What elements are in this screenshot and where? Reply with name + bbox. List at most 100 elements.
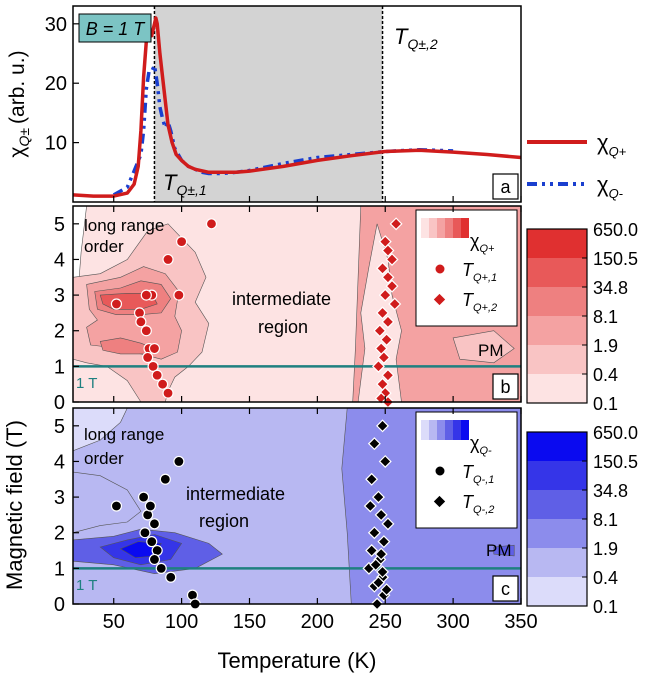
t1-marker (142, 351, 154, 364)
panel-c-pm-label: PM (486, 541, 512, 560)
panel-c-legend-t2: TQ-,2 (462, 492, 494, 516)
panel-b-legend-t2: TQ+,2 (462, 290, 497, 314)
legend-swatch-step (453, 420, 461, 440)
colorbar-tick-label: 650.0 (593, 423, 638, 443)
t1-marker (173, 455, 185, 468)
legend-swatch-step (461, 218, 469, 238)
t1-marker (148, 342, 161, 355)
t1-marker (162, 387, 174, 399)
colorbar-step (527, 287, 587, 316)
panel-c-legend-t2-marker (432, 494, 447, 509)
y-tick-label: 1 (54, 558, 65, 580)
legend-swatch-step (437, 218, 445, 238)
t1-marker (151, 369, 163, 381)
y-tick-label: 2 (54, 523, 65, 545)
colorbar-tick-label: 34.8 (593, 278, 628, 298)
panel-c-tag: c (492, 575, 519, 602)
panel-c-y-ticks: 0 1 2 3 4 5 (54, 408, 522, 616)
legend-swatch-step (445, 420, 453, 440)
colorbar-tick-label: 150.5 (593, 249, 638, 269)
panel-b-1t-label: 1 T (76, 375, 97, 392)
panel-b-intermediate-label: intermediate (232, 289, 331, 309)
panel-a-ylabel: χQ±(arb. u.) (6, 50, 32, 157)
t2-marker (374, 508, 388, 522)
colorbar-step (527, 461, 587, 490)
panel-c-legend-t1-marker (434, 465, 446, 477)
t2-marker (385, 252, 399, 266)
y-tick-label: 1 (54, 356, 65, 378)
colorbar-step (527, 374, 587, 403)
colorbar-step (527, 490, 587, 519)
t2-marker (365, 472, 379, 486)
colorbar-tick-label: 0.4 (593, 365, 618, 385)
legend-swatch-step (429, 420, 437, 440)
legend-q-plus-label: χQ+ (597, 130, 627, 159)
t2-marker (373, 324, 387, 338)
panel-a-y-ticks: 10 20 30 (45, 14, 522, 202)
shared-y-label: Magnetic field (T) (2, 420, 27, 590)
panel-b-legend-t2-marker (432, 292, 447, 307)
t2-marker (365, 544, 379, 558)
t2-marker (378, 288, 392, 302)
legend-swatch-step (429, 218, 437, 238)
t2-marker (371, 490, 385, 504)
contour-pm-island (452, 330, 515, 364)
panel-a-frame (72, 5, 522, 203)
x-tick-label: 200 (301, 611, 334, 633)
legend-swatch-step (421, 420, 429, 440)
colorbar-tick-label: 150.5 (593, 452, 638, 472)
colorbar-tick-label: 8.1 (593, 510, 618, 530)
t1-marker (148, 518, 161, 530)
panel-b-frame (72, 205, 522, 403)
panel-c-legend-map: χQ- (470, 433, 492, 457)
panel-b-order-label: order (84, 237, 124, 256)
svg-text:b: b (500, 377, 510, 397)
y-tick-label: 5 (54, 214, 65, 236)
panel-c-colorbar: 650.0 150.5 34.8 8.1 1.9 0.4 0.1 (526, 423, 638, 617)
colorbar-step (527, 577, 587, 606)
t2-marker (381, 270, 395, 284)
t1-marker (140, 325, 152, 337)
t2-marker (376, 261, 390, 275)
t2-marker (363, 499, 377, 513)
y-tick-label: 3 (54, 285, 65, 307)
t1-marker (137, 491, 150, 503)
shaded-intermediate-region (154, 6, 383, 202)
t1-marker (162, 253, 174, 266)
panel-c: long range order intermediate region PM … (54, 407, 538, 633)
t1-marker (205, 218, 218, 230)
y-tick-label: 10 (45, 133, 67, 155)
svg-text:c: c (501, 579, 510, 599)
x-tick-label: 100 (165, 611, 198, 633)
colorbar-tick-label: 650.0 (593, 220, 638, 240)
y-tick-label: 0 (54, 594, 65, 616)
panel-b-legend-box: χQ+ TQ+,1 TQ+,2 (415, 209, 518, 327)
field-box-label: B = 1 T (86, 19, 147, 39)
y-tick-label: 20 (45, 73, 67, 95)
t2-marker (371, 359, 385, 373)
t2-marker (378, 454, 392, 468)
t2-marker (381, 315, 395, 329)
t2-marker (367, 437, 381, 451)
t2-marker (381, 517, 395, 531)
colorbar-tick-label: 1.9 (593, 336, 618, 356)
t1-marker (135, 316, 147, 328)
legend-swatch-step (445, 218, 453, 238)
contour-pm-island (493, 544, 515, 557)
t1-marker (148, 553, 161, 566)
panel-b-legend-t1-marker (434, 263, 446, 275)
t2-marker (380, 583, 394, 597)
panel-b-tag: b (492, 373, 519, 400)
panel-c-order-label: order (84, 449, 124, 468)
t2-marker (376, 419, 390, 433)
colorbar-step (527, 229, 587, 258)
panel-c-legend-swatch (421, 420, 469, 440)
t1-marker (165, 571, 177, 583)
contour-level-2 (72, 471, 142, 534)
y-tick-label: 4 (54, 451, 65, 473)
t1-marker (144, 500, 156, 512)
panel-b-region-label: region (258, 317, 308, 337)
x-axis-label: Temperature (K) (218, 648, 377, 673)
panel-b: long range order intermediate region PM … (54, 205, 522, 414)
